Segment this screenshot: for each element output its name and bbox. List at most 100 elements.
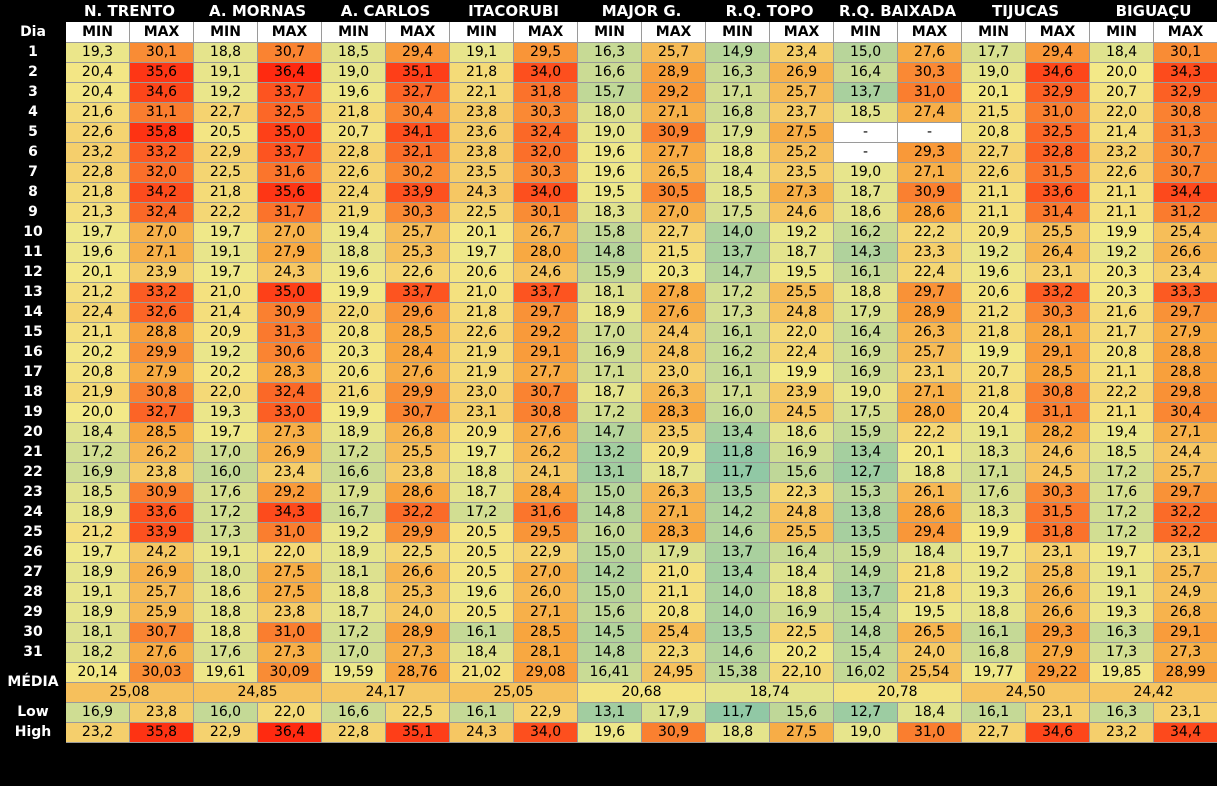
temperature-cell: 18,8 <box>193 622 259 643</box>
temperature-cell: 33,2 <box>128 282 195 303</box>
temperature-cell: 18,5 <box>705 182 771 203</box>
temperature-cell: 27,7 <box>513 362 579 383</box>
temperature-cell: 29,4 <box>897 522 963 543</box>
temperature-cell: 16,9 <box>769 602 835 623</box>
temperature-cell: 16,1 <box>705 322 771 343</box>
temperature-cell: 27,3 <box>1153 642 1217 663</box>
temperature-cell: 15,4 <box>833 602 899 623</box>
temperature-cell: 17,1 <box>705 382 771 403</box>
temperature-cell: 35,8 <box>128 722 195 743</box>
day-row: 19 20,0 32,7 19,3 33,0 19,9 30,7 23,1 30,8 17,2 28… <box>0 402 1217 423</box>
day-number: 30 <box>0 622 66 643</box>
temperature-cell: 30,6 <box>257 342 323 363</box>
temperature-cell: 29,4 <box>1025 42 1091 63</box>
temperature-cell: 27,9 <box>257 242 323 263</box>
temperature-cell: 32,8 <box>1025 142 1091 163</box>
temperature-cell: 30,8 <box>1153 102 1217 123</box>
temperature-cell: 29,9 <box>385 382 451 403</box>
temperature-cell: 27,6 <box>897 42 963 63</box>
temperature-cell: 12,7 <box>833 462 899 483</box>
temperature-cell: 19,7 <box>65 222 130 243</box>
temperature-cell: 22,0 <box>257 542 323 563</box>
temperature-cell: 23,1 <box>1153 702 1217 723</box>
temperature-cell: 30,9 <box>257 302 323 323</box>
day-number: 12 <box>0 262 66 283</box>
temperature-cell: 21,4 <box>193 302 259 323</box>
temperature-cell: 30,9 <box>897 182 963 203</box>
day-row: 11 19,6 27,1 19,1 27,9 18,8 25,3 19,7 28,0 14,8 21… <box>0 242 1217 263</box>
temperature-cell: 17,9 <box>833 302 899 323</box>
temperature-cell: 20,6 <box>961 282 1027 303</box>
temperature-cell: 23,0 <box>641 362 707 383</box>
temperature-cell: 18,8 <box>321 582 387 603</box>
temperature-cell: 23,8 <box>449 102 515 123</box>
temperature-cell: 22,0 <box>769 322 835 343</box>
temperature-cell: 14,2 <box>705 502 771 523</box>
temperature-cell: 28,76 <box>385 662 451 683</box>
temperature-cell: 18,7 <box>641 462 707 483</box>
temperature-cell: 18,6 <box>193 582 259 603</box>
temperature-cell: 20,4 <box>961 402 1027 423</box>
day-row: 13 21,2 33,2 21,0 35,0 19,9 33,7 21,0 33,7 18,1 27… <box>0 282 1217 303</box>
temperature-cell: 22,7 <box>641 222 707 243</box>
temperature-cell: 14,9 <box>833 562 899 583</box>
temperature-cell: 19,7 <box>193 262 259 283</box>
temperature-cell: 18,8 <box>705 722 771 743</box>
temperature-cell: 13,2 <box>577 442 643 463</box>
temperature-cell: 16,3 <box>705 62 771 83</box>
temperature-cell: 27,1 <box>641 502 707 523</box>
temperature-cell: 21,3 <box>65 202 130 223</box>
temperature-cell: 34,6 <box>1025 62 1091 83</box>
temperature-cell: 20,8 <box>65 362 130 383</box>
temperature-cell: 21,0 <box>193 282 259 303</box>
temperature-cell: 25,7 <box>128 582 195 603</box>
temperature-cell: 21,6 <box>321 382 387 403</box>
temperature-cell: 33,7 <box>257 142 323 163</box>
temperature-cell: 18,6 <box>769 422 835 443</box>
average-cell: 24,50 <box>961 682 1091 703</box>
temperature-cell: 29,7 <box>897 282 963 303</box>
temperature-cell: 23,2 <box>65 142 130 163</box>
temperature-cell: 21,1 <box>641 582 707 603</box>
temperature-cell: 25,7 <box>769 82 835 103</box>
temperature-cell: 20,0 <box>65 402 130 423</box>
temperature-cell: 23,1 <box>1025 262 1091 283</box>
temperature-cell: 22,6 <box>1089 162 1155 183</box>
temperature-cell: 26,8 <box>1153 602 1217 623</box>
temperature-cell: 19,6 <box>577 142 643 163</box>
temperature-cell: 17,6 <box>1089 482 1155 503</box>
temperature-cell: 21,1 <box>1089 182 1155 203</box>
temperature-cell: 13,5 <box>705 482 771 503</box>
day-row: 7 22,8 32,0 22,5 31,6 22,6 30,2 23,5 30,3 19,6 26,… <box>0 162 1217 183</box>
temperature-cell: 23,7 <box>769 102 835 123</box>
temperature-cell: 24,3 <box>449 722 515 743</box>
temperature-cell: 14,6 <box>705 642 771 663</box>
min-header: MIN <box>449 21 515 43</box>
station-header: N. TRENTO <box>64 0 195 22</box>
temperature-cell: 22,0 <box>257 702 323 723</box>
temperature-cell: 19,6 <box>577 722 643 743</box>
temperature-cell: 24,2 <box>128 542 195 563</box>
temperature-cell: 16,7 <box>321 502 387 523</box>
temperature-cell: 26,1 <box>897 482 963 503</box>
temperature-cell: 19,2 <box>961 562 1027 583</box>
temperature-cell: 18,4 <box>897 542 963 563</box>
day-row: 16 20,2 29,9 19,2 30,6 20,3 28,4 21,9 29,1 16,9 24… <box>0 342 1217 363</box>
temperature-cell: 15,38 <box>705 662 771 683</box>
temperature-cell: 23,1 <box>1025 542 1091 563</box>
temperature-cell: 28,9 <box>641 62 707 83</box>
temperature-cell: 21,8 <box>897 582 963 603</box>
day-number: 8 <box>0 182 66 203</box>
temperature-cell: 21,1 <box>1089 402 1155 423</box>
temperature-cell: 18,7 <box>577 382 643 403</box>
temperature-cell: 28,9 <box>897 302 963 323</box>
temperature-cell: 21,2 <box>961 302 1027 323</box>
temperature-cell: 14,8 <box>833 622 899 643</box>
temperature-cell: 23,1 <box>1153 542 1217 563</box>
temperature-cell: 31,2 <box>1153 202 1217 223</box>
station-header-row: N. TRENTO A. MORNAS A. CARLOS ITACORUBI MAJO… <box>0 0 1217 22</box>
temperature-cell: 26,3 <box>641 482 707 503</box>
temperature-cell: 18,9 <box>321 542 387 563</box>
temperature-cell: 19,2 <box>769 222 835 243</box>
temperature-cell: 18,5 <box>833 102 899 123</box>
